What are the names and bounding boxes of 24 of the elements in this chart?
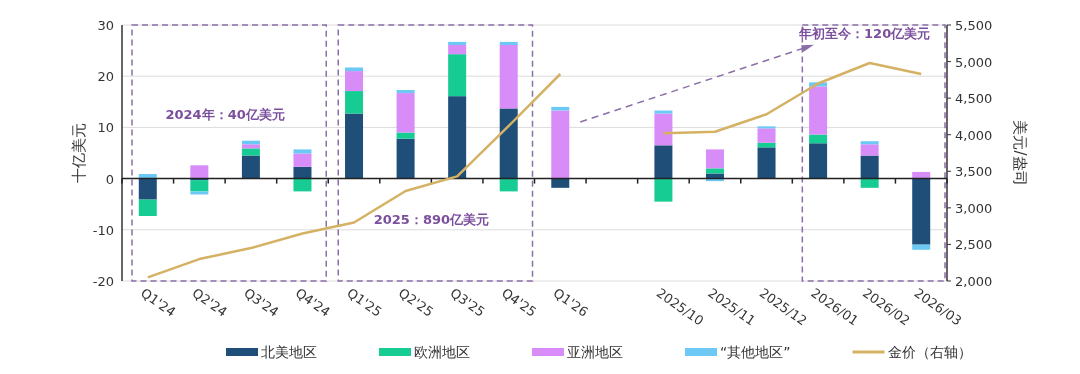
y-axis-title: 十亿美元 [70, 123, 88, 183]
y2-axis-title: 美元/盎司 [1011, 120, 1029, 186]
y2-tick-label: 4,000 [955, 127, 993, 143]
y2-tick-label: 2,000 [955, 274, 993, 289]
annotation: 2025：890亿美元 [373, 212, 490, 227]
legend-label: 北美地区 [261, 344, 317, 360]
legend-label: 欧洲地区 [414, 344, 470, 360]
legend-label: “其他地区” [720, 344, 791, 360]
y2-tick-label: 5,000 [955, 54, 993, 70]
y2-tick-label: 2,500 [955, 237, 993, 253]
y-tick-label: 0 [105, 171, 114, 187]
legend-label: 亚洲地区 [567, 344, 623, 360]
y-tick-label: 20 [97, 69, 114, 85]
annotation: 2024年：40亿美元 [165, 107, 285, 122]
y2-tick-label: 4,500 [955, 91, 993, 107]
legend-label: 金价（右轴） [887, 344, 972, 360]
y2-tick-label: 3,000 [955, 200, 993, 216]
y2-tick-label: 3,500 [955, 164, 993, 180]
y-tick-label: -20 [92, 274, 114, 289]
annotation: 年初至今：120亿美元 [798, 26, 931, 41]
y2-tick-label: 5,500 [955, 18, 993, 33]
y-tick-label: 30 [97, 18, 114, 33]
y-tick-label: -10 [92, 222, 114, 238]
y-tick-label: 10 [97, 120, 114, 136]
